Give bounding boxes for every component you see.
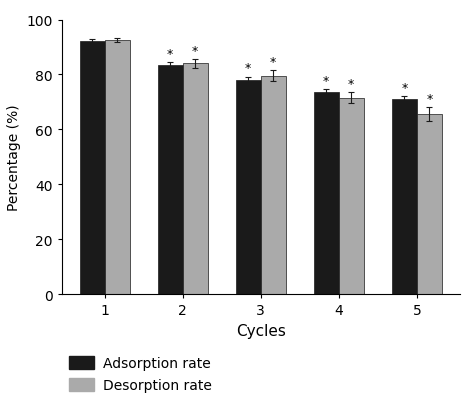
Text: *: *	[245, 62, 251, 75]
Text: *: *	[401, 81, 408, 94]
Text: *: *	[426, 93, 432, 106]
Bar	[261, 76, 286, 294]
Bar	[158, 66, 182, 294]
Text: *: *	[323, 74, 329, 88]
Text: *: *	[348, 78, 355, 91]
Bar	[182, 64, 208, 294]
Legend: Adsorption rate, Desorption rate: Adsorption rate, Desorption rate	[64, 351, 217, 398]
X-axis label: Cycles: Cycles	[236, 323, 286, 338]
Bar	[236, 81, 261, 294]
Bar	[80, 43, 105, 294]
Text: *: *	[270, 56, 276, 69]
Bar	[417, 115, 442, 294]
Bar	[339, 99, 364, 294]
Bar	[392, 100, 417, 294]
Text: *: *	[167, 48, 173, 61]
Bar	[314, 93, 339, 294]
Y-axis label: Percentage (%): Percentage (%)	[7, 104, 21, 211]
Text: *: *	[192, 45, 198, 58]
Bar	[105, 41, 129, 294]
